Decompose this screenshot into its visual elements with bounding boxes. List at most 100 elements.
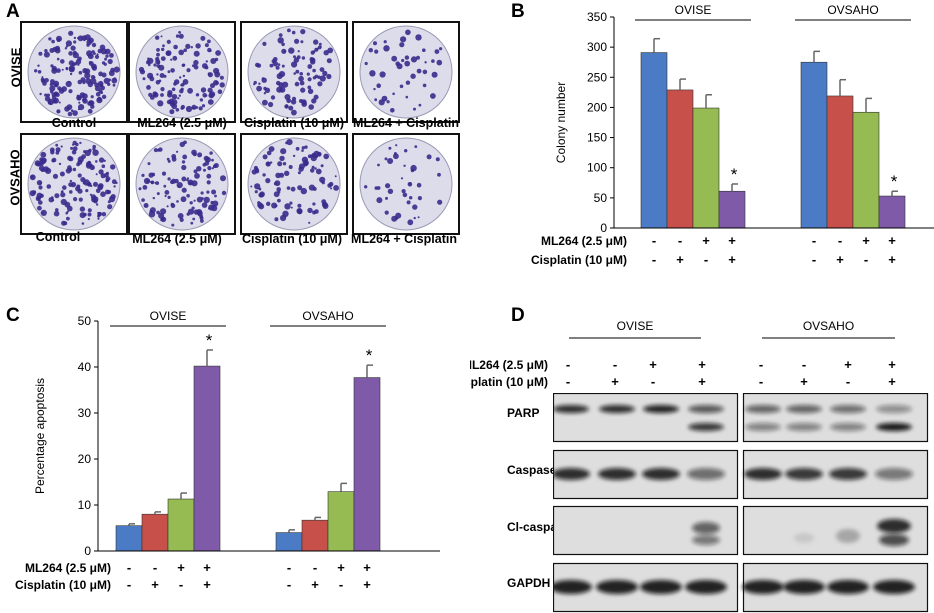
colony	[78, 197, 83, 202]
colony	[301, 156, 308, 163]
colony	[300, 87, 306, 93]
colony	[257, 202, 263, 208]
group-title: OVISE	[150, 309, 187, 323]
colony	[300, 187, 307, 195]
colony	[37, 205, 42, 211]
y-tick-label: 50	[594, 191, 608, 205]
colony	[219, 82, 225, 88]
colony	[156, 64, 161, 68]
colony	[301, 101, 307, 107]
colony	[201, 197, 204, 200]
colony	[181, 176, 187, 182]
colony	[68, 156, 74, 162]
colony	[73, 197, 78, 202]
colony	[185, 43, 191, 49]
colony	[417, 196, 422, 201]
colony	[206, 180, 211, 185]
bar	[327, 491, 355, 552]
colony	[105, 176, 111, 182]
colony	[191, 180, 198, 187]
group-title: OVSAHO	[302, 309, 353, 323]
chart-percentage-apoptosis: 0 10 20 30 40 50 Percentage apoptosis OVISE * - - +…	[15, 309, 440, 592]
colony	[166, 157, 170, 161]
colony	[322, 70, 328, 76]
treatment-sign: +	[311, 577, 319, 592]
colony	[82, 80, 86, 85]
colony	[87, 182, 92, 187]
blot-header: OVISE - - + + - + - + OVSAHO - - + + - + - + ML264 (2.5 μM…	[470, 319, 896, 389]
colony	[170, 203, 176, 208]
colony	[262, 99, 268, 106]
blot-band	[744, 468, 782, 480]
colony	[54, 193, 60, 199]
colony	[399, 42, 405, 48]
colony	[280, 148, 287, 155]
bar	[640, 52, 668, 229]
colony	[107, 190, 111, 194]
colony	[417, 216, 420, 219]
y-axis-label: Percentage apoptosis	[33, 378, 47, 494]
colony	[192, 152, 197, 157]
treatment-sign: -	[287, 560, 291, 575]
colony	[291, 61, 298, 68]
colony	[107, 204, 113, 210]
blot-band	[876, 405, 912, 413]
colony	[65, 211, 68, 215]
blot-band	[599, 405, 635, 413]
colony	[34, 160, 41, 167]
colony	[171, 103, 178, 110]
colony	[364, 185, 368, 189]
colony	[297, 185, 303, 191]
colony	[83, 150, 87, 154]
colony	[313, 39, 319, 45]
colony	[278, 33, 283, 37]
colony	[147, 162, 151, 166]
colony	[391, 55, 398, 62]
colony	[295, 69, 300, 74]
colony	[220, 175, 226, 182]
colony	[277, 161, 283, 167]
colony	[276, 187, 281, 192]
colony	[408, 182, 412, 185]
colony	[213, 164, 217, 169]
colony	[86, 39, 92, 46]
blot-band	[685, 580, 727, 594]
colony	[55, 143, 59, 147]
colony	[161, 171, 167, 176]
colony	[277, 198, 281, 203]
colony	[406, 200, 411, 205]
colony	[298, 75, 304, 82]
colony	[301, 146, 305, 150]
y-tick-label: 250	[587, 70, 607, 84]
colony	[318, 42, 322, 46]
colony	[258, 82, 261, 85]
colony	[112, 83, 116, 87]
plate-ovise-combo	[352, 21, 460, 123]
colony	[113, 66, 120, 73]
colony	[436, 59, 443, 66]
colony	[73, 36, 77, 40]
colony	[299, 80, 305, 86]
treatment-label: ML264 (2.5 μM)	[25, 561, 111, 575]
colony	[306, 72, 310, 76]
colony	[383, 40, 387, 44]
colony	[109, 196, 115, 203]
blot-band	[642, 468, 680, 480]
colony	[285, 141, 288, 145]
chart-colony-number: 0 50 100 150 200 250 300 350 Colony number OVISE *…	[531, 3, 934, 267]
colony	[376, 83, 381, 88]
colony	[39, 92, 42, 96]
colony	[182, 79, 189, 85]
panel-letter-b: B	[511, 1, 525, 22]
colony	[394, 152, 397, 155]
colony	[69, 72, 73, 76]
colony	[368, 48, 373, 53]
colony	[312, 76, 317, 80]
colony	[209, 151, 213, 155]
colony	[211, 158, 214, 162]
colony	[439, 47, 443, 51]
colony	[181, 187, 187, 193]
treatment-sign: +	[203, 577, 211, 592]
blot-band	[783, 580, 825, 594]
colony	[308, 221, 311, 224]
